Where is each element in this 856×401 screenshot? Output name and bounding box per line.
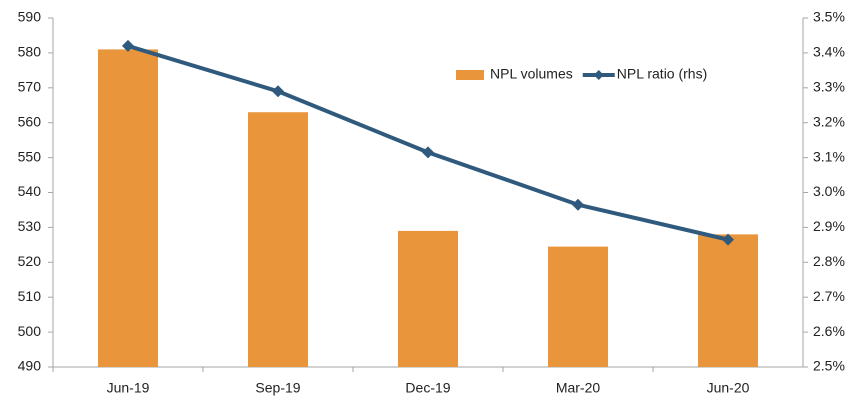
y2-tick-label: 2.6%	[813, 323, 845, 339]
y2-tick-label: 3.2%	[813, 113, 845, 129]
bar	[398, 230, 458, 367]
y-tick-label: 570	[18, 79, 42, 95]
y-tick-label: 580	[18, 44, 42, 60]
y-tick-label: 560	[18, 113, 42, 129]
x-tick-label: Jun-20	[707, 380, 750, 396]
x-tick-label: Sep-19	[255, 380, 300, 396]
y2-tick-label: 2.7%	[813, 288, 845, 304]
y2-tick-label: 2.9%	[813, 218, 845, 234]
legend-label: NPL ratio (rhs)	[617, 66, 708, 82]
bar	[548, 246, 608, 367]
legend-swatch	[456, 70, 484, 80]
y-tick-label: 500	[18, 323, 42, 339]
x-tick-label: Dec-19	[405, 380, 450, 396]
y-tick-label: 590	[18, 9, 42, 25]
y2-tick-label: 3.5%	[813, 9, 845, 25]
line-marker	[272, 85, 284, 98]
legend-label: NPL volumes	[490, 66, 573, 82]
y2-tick-label: 2.5%	[813, 358, 845, 374]
y2-tick-label: 3.4%	[813, 44, 845, 60]
y-tick-label: 510	[18, 288, 42, 304]
line-marker	[572, 198, 584, 211]
y-tick-label: 530	[18, 218, 42, 234]
y2-tick-label: 2.8%	[813, 253, 845, 269]
line-marker	[722, 233, 734, 246]
line-marker	[122, 39, 134, 52]
bar	[698, 234, 758, 367]
x-tick-label: Mar-20	[556, 380, 601, 396]
y-tick-label: 490	[18, 358, 42, 374]
bar	[98, 49, 158, 367]
y-tick-label: 540	[18, 183, 42, 199]
y-tick-label: 550	[18, 148, 42, 164]
y2-tick-label: 3.1%	[813, 148, 845, 164]
y2-tick-label: 3.3%	[813, 79, 845, 95]
legend-swatch	[593, 70, 604, 80]
line-marker	[422, 146, 434, 159]
y2-tick-label: 3.0%	[813, 183, 845, 199]
y-tick-label: 520	[18, 253, 42, 269]
x-tick-label: Jun-19	[107, 380, 150, 396]
bar	[248, 112, 308, 367]
